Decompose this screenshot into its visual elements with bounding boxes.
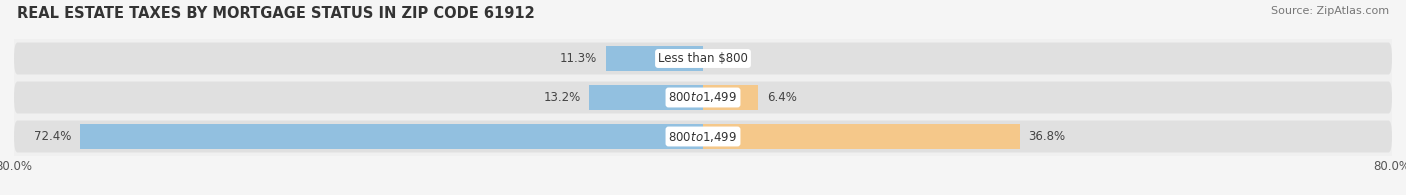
- Text: $800 to $1,499: $800 to $1,499: [668, 90, 738, 105]
- Text: Less than $800: Less than $800: [658, 52, 748, 65]
- Text: 13.2%: 13.2%: [544, 91, 581, 104]
- Bar: [703, 124, 1019, 149]
- Text: 11.3%: 11.3%: [560, 52, 598, 65]
- FancyBboxPatch shape: [14, 121, 1392, 152]
- Bar: [80, 124, 703, 149]
- Bar: [589, 85, 703, 110]
- Text: REAL ESTATE TAXES BY MORTGAGE STATUS IN ZIP CODE 61912: REAL ESTATE TAXES BY MORTGAGE STATUS IN …: [17, 6, 534, 21]
- Text: Source: ZipAtlas.com: Source: ZipAtlas.com: [1271, 6, 1389, 16]
- FancyBboxPatch shape: [14, 43, 1392, 74]
- Text: $800 to $1,499: $800 to $1,499: [668, 129, 738, 144]
- Text: 6.4%: 6.4%: [766, 91, 797, 104]
- Bar: [703, 85, 758, 110]
- Text: 36.8%: 36.8%: [1029, 130, 1066, 143]
- FancyBboxPatch shape: [14, 82, 1392, 113]
- Text: 0.0%: 0.0%: [711, 52, 741, 65]
- Bar: [606, 46, 703, 71]
- Text: 72.4%: 72.4%: [34, 130, 70, 143]
